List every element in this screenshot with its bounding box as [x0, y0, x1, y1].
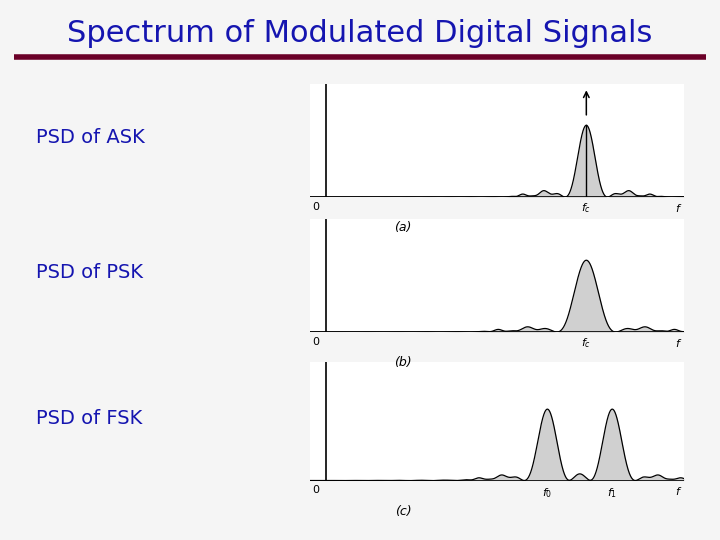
Text: $f$: $f$ — [675, 485, 683, 497]
Text: 0: 0 — [312, 201, 320, 212]
Text: $f$: $f$ — [675, 201, 683, 214]
Text: $f_c$: $f_c$ — [581, 201, 591, 215]
Text: $f_0$: $f_0$ — [542, 486, 552, 500]
Text: PSD of PSK: PSD of PSK — [36, 263, 143, 282]
Text: (b): (b) — [395, 356, 412, 369]
Text: PSD of FSK: PSD of FSK — [36, 409, 143, 428]
Text: PSD of ASK: PSD of ASK — [36, 128, 145, 147]
Text: $f_1$: $f_1$ — [607, 486, 618, 500]
Text: 0: 0 — [312, 485, 320, 495]
Text: $f$: $f$ — [675, 336, 683, 349]
Text: 0: 0 — [312, 336, 320, 347]
Text: (c): (c) — [395, 505, 412, 518]
Text: $f_c$: $f_c$ — [581, 336, 591, 350]
Text: Spectrum of Modulated Digital Signals: Spectrum of Modulated Digital Signals — [67, 19, 653, 48]
Text: (a): (a) — [395, 221, 412, 234]
